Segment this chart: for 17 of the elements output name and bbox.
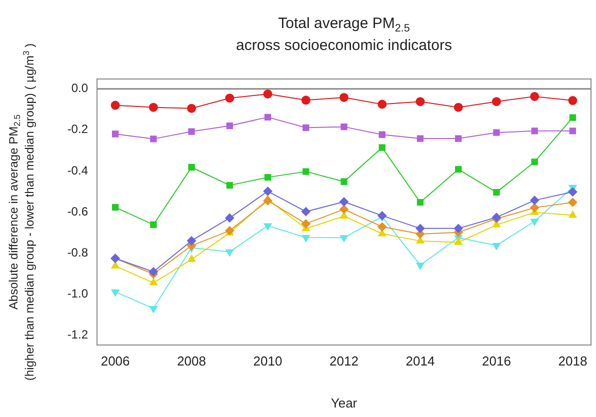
x-tick-label: 2010 [253,353,282,368]
x-tick-label: 2012 [330,353,358,368]
x-tick-label: 2014 [406,353,435,368]
y-tick-label: -0.8 [67,245,88,260]
x-axis-title: Year [330,396,358,411]
x-tick-label: 2016 [482,353,511,368]
x-tick-label: 2008 [177,353,206,368]
chart-subtitle: across socioeconomic indicators [236,37,452,54]
y-tick-label: 0.0 [71,81,88,96]
x-tick-label: 2018 [558,353,588,368]
y-axis-title: Absolute difference in average PM2.5 (higher than median group - lower than median group) ( µg/m3 ) [6,43,36,381]
y-tick-label: -0.4 [67,163,88,178]
y-tick-label: -1.2 [67,327,88,342]
x-tick-label: 2006 [100,353,130,368]
y-tick-label: -1.0 [67,286,88,300]
y-tick-label: -0.2 [67,122,88,136]
y-tick-label: -0.6 [67,204,88,218]
